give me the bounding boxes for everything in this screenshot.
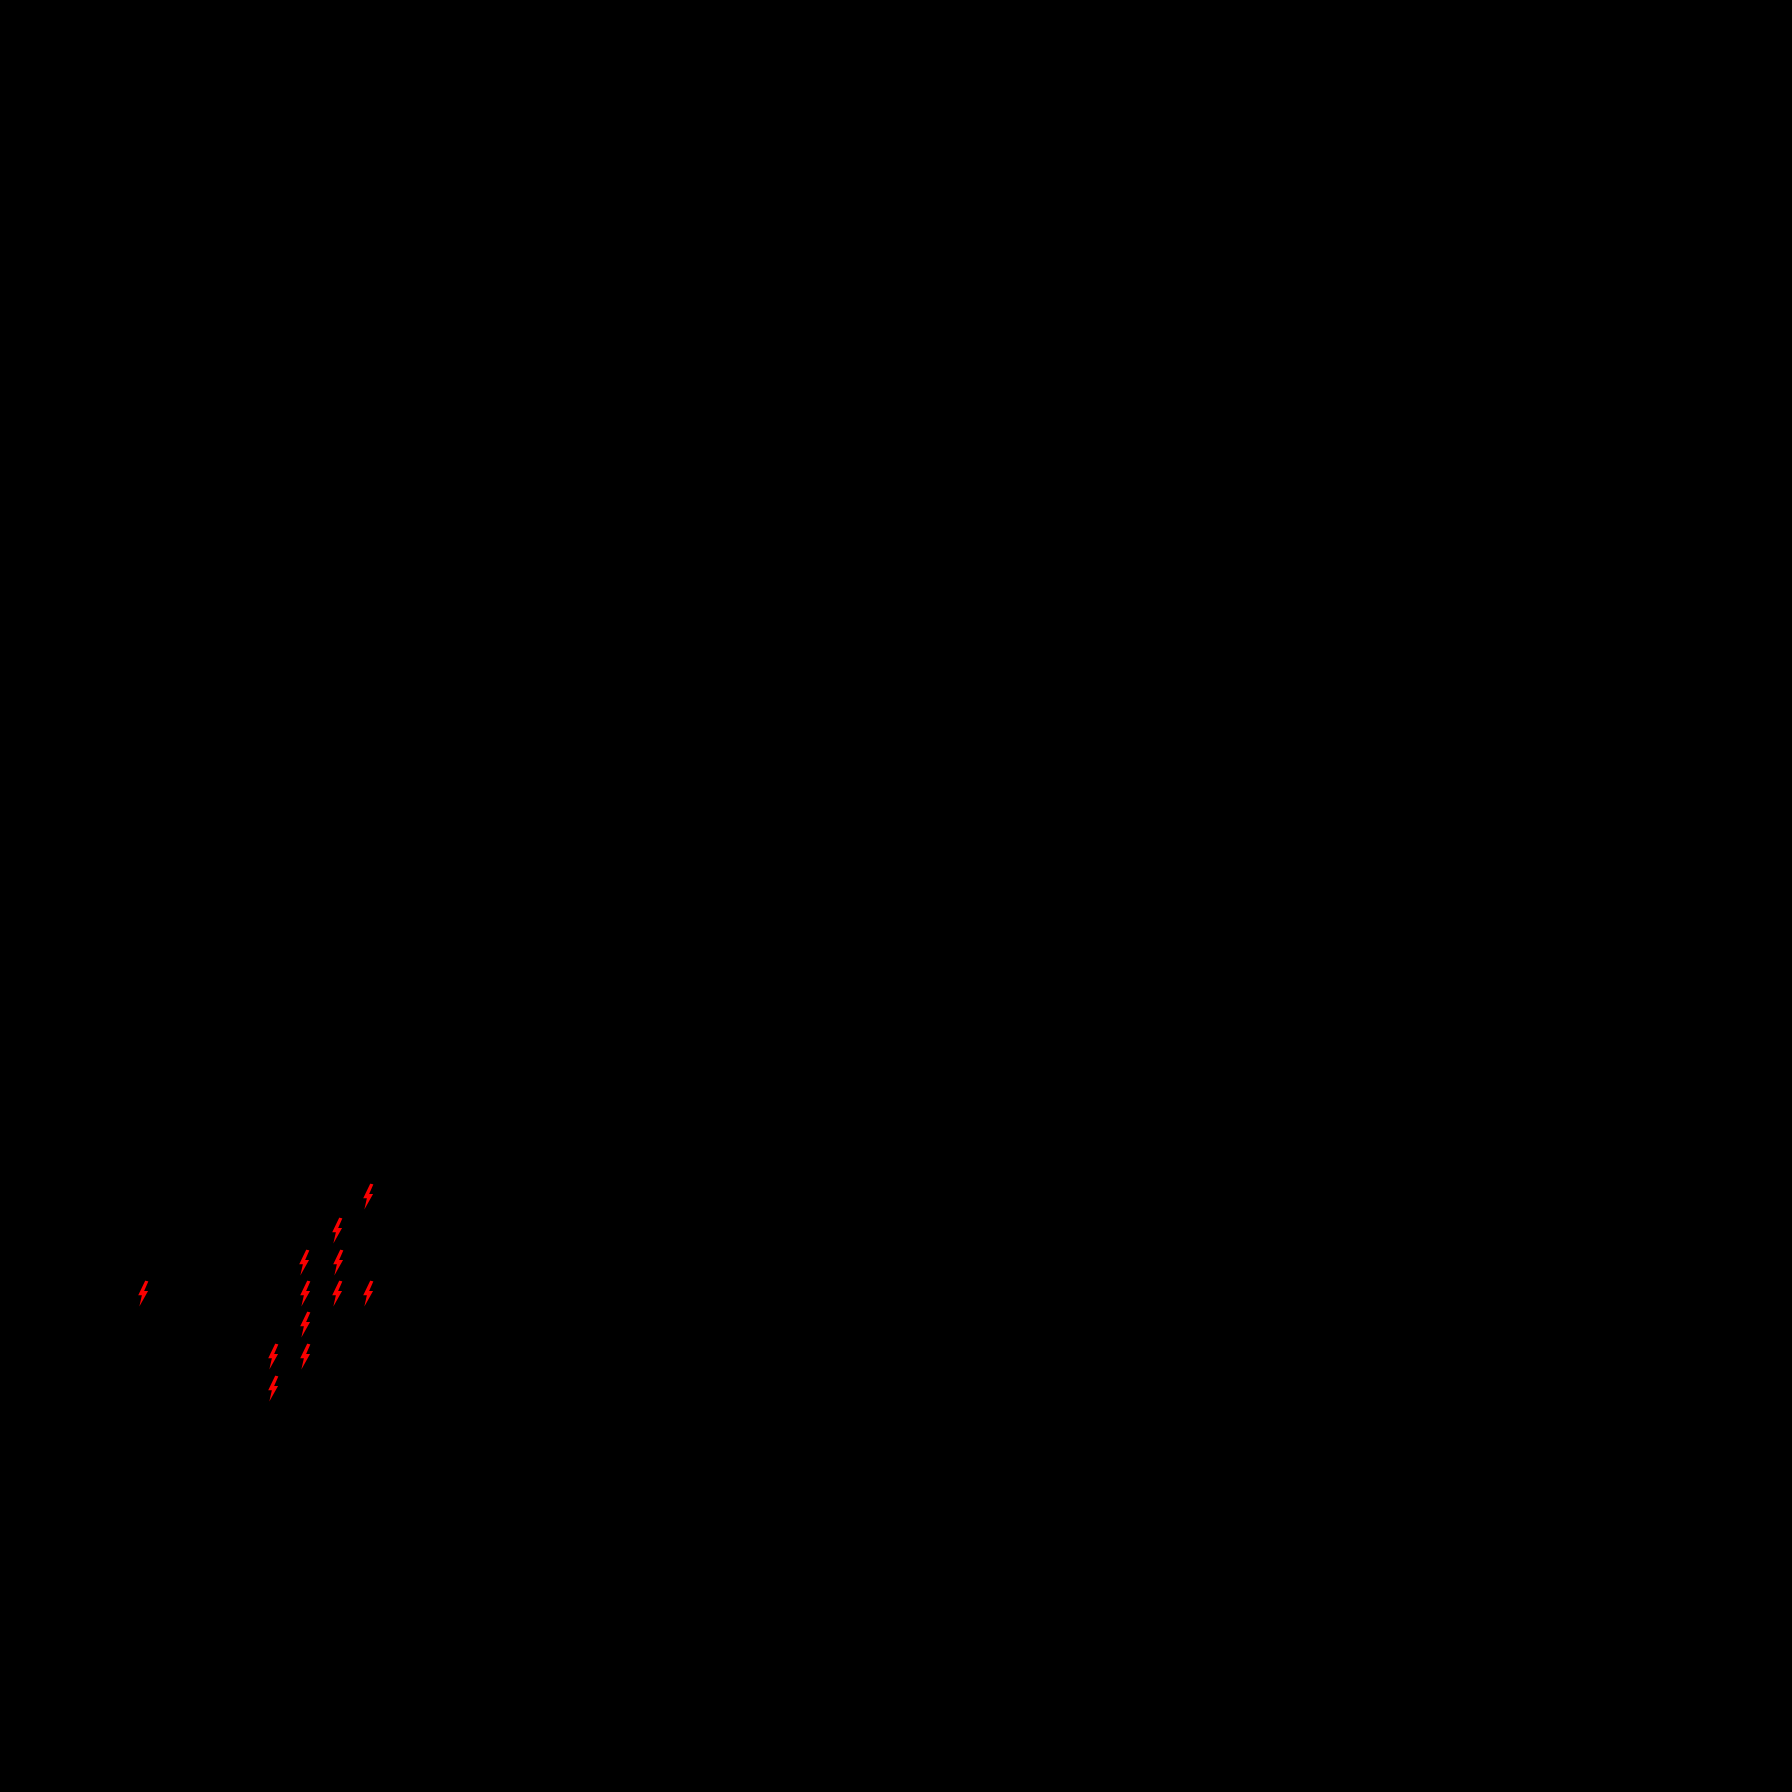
lightning-bolt-icon bbox=[136, 1280, 150, 1307]
lightning-bolt-icon bbox=[361, 1183, 375, 1210]
lightning-bolt-icon bbox=[297, 1249, 311, 1276]
lightning-bolt-icon bbox=[361, 1280, 375, 1307]
lightning-bolt-icon bbox=[266, 1375, 280, 1402]
lightning-bolt-icon bbox=[266, 1343, 280, 1370]
lightning-bolt-icon bbox=[298, 1311, 312, 1338]
lightning-bolt-icon bbox=[298, 1280, 312, 1307]
lightning-bolt-icon bbox=[298, 1343, 312, 1370]
lightning-bolt-icon bbox=[330, 1217, 344, 1244]
lightning-bolt-icon bbox=[331, 1249, 345, 1276]
lightning-bolt-icon bbox=[330, 1280, 344, 1307]
